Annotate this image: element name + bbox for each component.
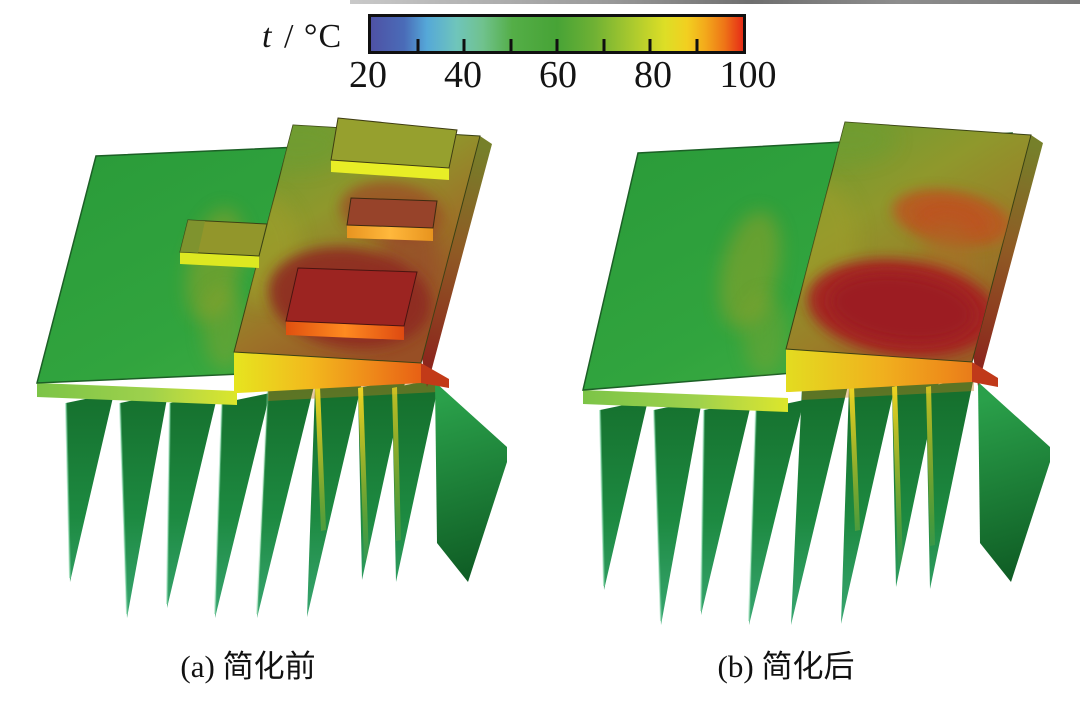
platform-front-corner bbox=[421, 363, 449, 388]
colorbar-gradient bbox=[368, 14, 746, 54]
right-fin-wedge bbox=[978, 382, 1050, 582]
chip3-top bbox=[285, 267, 418, 327]
heatsink-a-render bbox=[36, 117, 507, 618]
colorbar-minor-tick bbox=[555, 39, 559, 51]
colorbar-tick-label: 20 bbox=[349, 54, 387, 96]
colorbar-minor-tick bbox=[602, 39, 605, 51]
chip-large bbox=[285, 267, 418, 340]
fins-group-b bbox=[599, 377, 1050, 625]
colorbar-tick-label: 60 bbox=[539, 54, 577, 96]
cropped-top-artifact bbox=[350, 0, 1080, 4]
platform-right-face bbox=[972, 135, 1043, 386]
caption-panel-a: (a) 简化前 bbox=[180, 649, 316, 684]
fin-hot-tint bbox=[268, 379, 438, 401]
right-fin-wedge bbox=[435, 382, 507, 582]
colorbar-minor-tick bbox=[462, 39, 466, 51]
platform-front-corner bbox=[972, 362, 998, 387]
chip1-top bbox=[330, 117, 458, 169]
colorbar-label: t / °C bbox=[262, 18, 342, 56]
colorbar-minor-tick bbox=[695, 39, 698, 51]
chip-middle bbox=[346, 197, 438, 241]
platform-right-face bbox=[421, 136, 492, 387]
chip1-front-face bbox=[331, 160, 449, 180]
plate-front-face bbox=[583, 390, 788, 412]
colorbar-tick-label: 80 bbox=[634, 54, 672, 96]
colorbar-minor-tick bbox=[509, 39, 512, 51]
chip2-front-face bbox=[347, 225, 433, 241]
colorbar-minor-tick bbox=[648, 39, 652, 51]
heatsink-b-render bbox=[582, 121, 1050, 625]
chip-small-top bbox=[330, 117, 458, 180]
colorbar-minor-tick bbox=[416, 39, 419, 51]
colorbar-tick-label: 100 bbox=[719, 54, 777, 96]
side-tab bbox=[179, 219, 268, 268]
plate-front-face bbox=[37, 383, 237, 405]
colorbar-tick-label: 40 bbox=[444, 54, 482, 96]
fins-group-a bbox=[65, 378, 507, 618]
colorbar-label-unit: / °C bbox=[274, 18, 343, 55]
caption-panel-b: (b) 简化后 bbox=[717, 649, 855, 684]
chip2-top bbox=[346, 197, 438, 229]
platform-front-face bbox=[786, 349, 972, 392]
tab-front-face bbox=[180, 252, 259, 268]
colorbar-label-symbol: t bbox=[262, 18, 273, 55]
platform-front-face bbox=[234, 352, 421, 393]
chip3-front-face bbox=[286, 321, 404, 340]
